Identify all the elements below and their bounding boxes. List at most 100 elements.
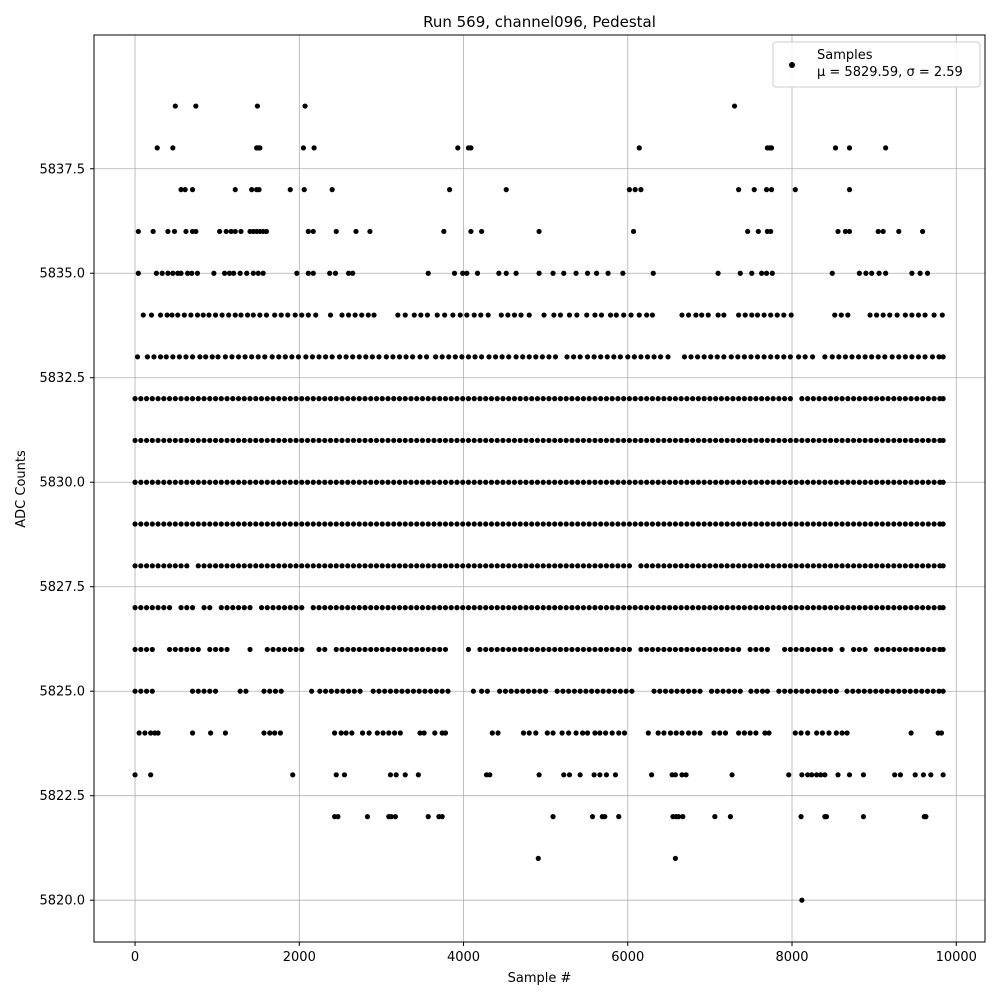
data-point [764,563,770,569]
data-point [805,730,811,736]
data-point [913,688,919,694]
data-point [584,312,590,318]
data-point [683,772,689,778]
data-point [517,646,523,653]
data-point [327,396,334,402]
data-point [836,354,842,360]
data-point [269,354,275,360]
data-point [695,479,702,485]
data-point [925,646,931,653]
data-point [546,563,552,569]
data-point [183,228,189,235]
data-point [897,521,903,527]
data-point [327,605,334,611]
data-point [132,688,138,694]
data-point [345,437,351,444]
data-point [305,228,311,235]
data-point [195,396,201,402]
data-point [592,563,598,569]
data-point [437,396,443,402]
data-point [793,563,799,569]
data-point [224,563,230,569]
data-point [276,396,282,402]
data-point [770,437,776,444]
data-point [414,646,420,653]
data-point [276,646,282,653]
data-point [736,521,742,527]
data-point [919,437,926,444]
data-point [736,437,742,444]
data-point [736,187,742,193]
data-point [143,521,150,527]
data-point [270,563,276,569]
data-point [267,688,273,694]
data-point [385,479,391,485]
data-point [701,396,707,402]
data-point [914,479,920,485]
data-point [247,437,253,444]
data-point [540,646,546,653]
data-point [787,354,793,360]
data-point [322,563,328,569]
data-point [731,688,738,694]
data-point [520,730,527,736]
data-point [414,396,420,402]
data-point [506,521,512,527]
data-point [626,437,633,444]
data-point [138,479,144,485]
data-point [809,772,815,778]
data-point [178,605,184,611]
data-point [511,521,518,527]
data-point [402,605,408,611]
plot-frame [93,34,986,943]
data-point [896,228,902,235]
data-point [359,312,365,318]
data-point [736,605,742,611]
data-point [621,605,627,611]
data-point [418,312,424,318]
data-point [182,187,188,193]
data-point [891,396,897,402]
data-point [212,479,219,485]
data-point [166,605,173,611]
data-point [310,396,316,402]
data-point [410,354,416,360]
data-point [862,479,868,485]
data-point [566,772,573,778]
data-point [471,396,477,402]
data-point [143,563,150,569]
data-point [316,605,322,611]
data-point [322,396,328,402]
data-point [580,396,587,402]
data-point [487,772,493,778]
data-point [405,688,411,694]
data-point [718,396,725,402]
data-point [457,312,463,318]
data-point [270,437,276,444]
data-point [281,521,288,527]
data-point [460,437,466,444]
data-point [724,605,730,611]
y-tick-label: 5822.5 [40,789,86,804]
data-point [818,772,824,778]
data-point [644,521,650,527]
data-point [862,354,868,360]
data-point [835,772,841,778]
data-point [644,605,650,611]
data-point [247,479,253,485]
data-point [782,396,788,402]
data-point [580,563,587,569]
data-point [879,396,885,402]
data-point [304,521,311,527]
data-point [908,563,914,569]
data-point [759,646,765,653]
data-point [667,605,673,611]
data-point [679,730,685,736]
data-point [736,730,742,736]
data-point [424,312,431,318]
data-point [357,688,363,694]
data-point [488,646,495,653]
data-point [166,479,173,485]
data-point [940,354,946,360]
data-point [386,730,392,736]
